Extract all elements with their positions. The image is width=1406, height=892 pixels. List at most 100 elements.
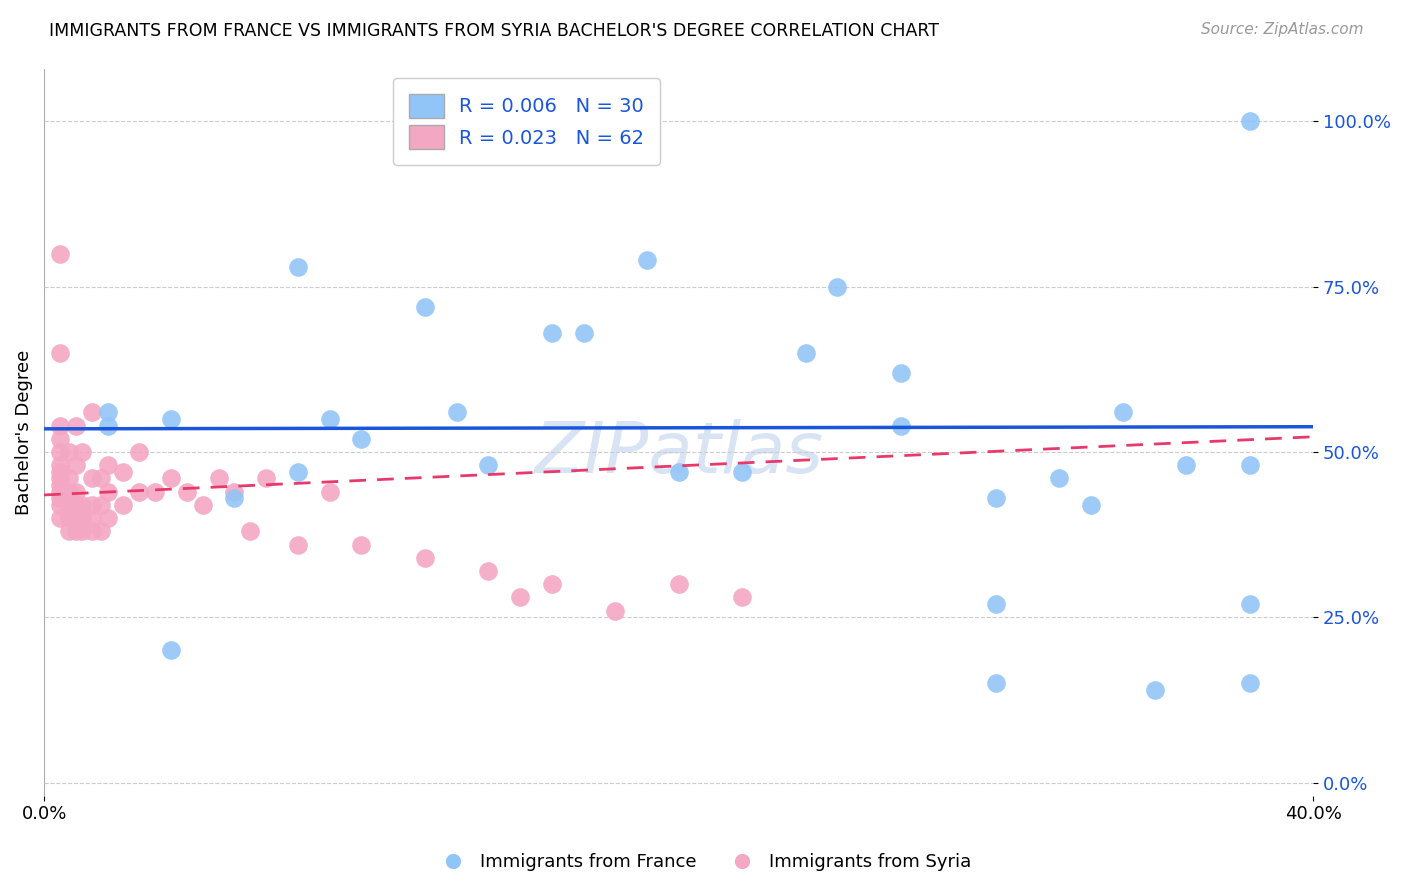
Point (1175, 458, 1198, 473)
Point (80, 524, 103, 539)
Point (1143, 683, 1166, 698)
Point (540, 326, 562, 340)
Point (128, 484, 150, 499)
Legend: R = 0.006   N = 30, R = 0.023   N = 62: R = 0.006 N = 30, R = 0.023 N = 62 (394, 78, 659, 165)
Point (80, 471, 103, 485)
Point (49, 465, 72, 479)
Point (350, 432, 373, 446)
Point (49, 432, 72, 446)
Point (477, 564, 499, 578)
Point (191, 498, 214, 512)
Point (49, 471, 72, 485)
Point (224, 491, 246, 506)
Point (160, 412, 183, 426)
Point (112, 498, 135, 512)
Y-axis label: Bachelor's Degree: Bachelor's Degree (15, 350, 32, 515)
Point (58, 511, 80, 525)
Text: IMMIGRANTS FROM FRANCE VS IMMIGRANTS FROM SYRIA BACHELOR'S DEGREE CORRELATION CH: IMMIGRANTS FROM FRANCE VS IMMIGRANTS FRO… (49, 22, 939, 40)
Point (80, 498, 103, 512)
Point (65, 511, 87, 525)
Point (49, 511, 72, 525)
Point (128, 445, 150, 459)
Point (572, 326, 595, 340)
Point (239, 524, 262, 539)
Point (65, 524, 87, 539)
Point (207, 471, 229, 485)
Point (605, 604, 627, 618)
Point (112, 465, 135, 479)
Point (160, 471, 183, 485)
Point (287, 465, 309, 479)
Point (890, 366, 912, 380)
Point (97, 418, 120, 433)
Point (49, 478, 72, 492)
Point (65, 498, 87, 512)
Point (49, 458, 72, 473)
Point (97, 405, 120, 419)
Point (540, 577, 562, 591)
Point (49, 498, 72, 512)
Point (984, 491, 1007, 506)
Point (224, 484, 246, 499)
Point (70, 524, 93, 539)
Point (668, 577, 690, 591)
Point (984, 597, 1007, 611)
Point (49, 246, 72, 260)
Point (446, 405, 468, 419)
Point (636, 253, 658, 268)
Point (65, 458, 87, 473)
Point (80, 511, 103, 525)
Point (254, 471, 277, 485)
Point (318, 412, 340, 426)
Point (49, 445, 72, 459)
Point (176, 484, 198, 499)
Point (58, 498, 80, 512)
Point (668, 465, 690, 479)
Point (49, 491, 72, 506)
Point (287, 260, 309, 274)
Point (58, 524, 80, 539)
Point (80, 405, 103, 419)
Point (49, 346, 72, 360)
Point (90, 524, 112, 539)
Point (318, 484, 340, 499)
Point (350, 537, 373, 551)
Point (70, 498, 93, 512)
Text: ZIPatlas: ZIPatlas (534, 419, 823, 489)
Point (1239, 597, 1261, 611)
Point (413, 550, 436, 565)
Point (984, 676, 1007, 690)
Point (1239, 114, 1261, 128)
Point (70, 511, 93, 525)
Point (827, 279, 849, 293)
Point (1239, 676, 1261, 690)
Point (890, 418, 912, 433)
Point (97, 484, 120, 499)
Point (1239, 458, 1261, 473)
Point (1080, 498, 1102, 512)
Legend: Immigrants from France, Immigrants from Syria: Immigrants from France, Immigrants from … (427, 847, 979, 879)
Point (143, 484, 166, 499)
Point (1049, 471, 1071, 485)
Point (58, 471, 80, 485)
Point (90, 498, 112, 512)
Text: Source: ZipAtlas.com: Source: ZipAtlas.com (1201, 22, 1364, 37)
Point (413, 300, 436, 314)
Point (1112, 405, 1135, 419)
Point (70, 445, 93, 459)
Point (65, 418, 87, 433)
Point (794, 346, 817, 360)
Point (58, 445, 80, 459)
Point (90, 471, 112, 485)
Point (731, 465, 754, 479)
Point (49, 484, 72, 499)
Point (731, 591, 754, 605)
Point (287, 537, 309, 551)
Point (49, 418, 72, 433)
Point (477, 458, 499, 473)
Point (58, 484, 80, 499)
Point (509, 591, 531, 605)
Point (97, 511, 120, 525)
Point (97, 458, 120, 473)
Point (160, 643, 183, 657)
